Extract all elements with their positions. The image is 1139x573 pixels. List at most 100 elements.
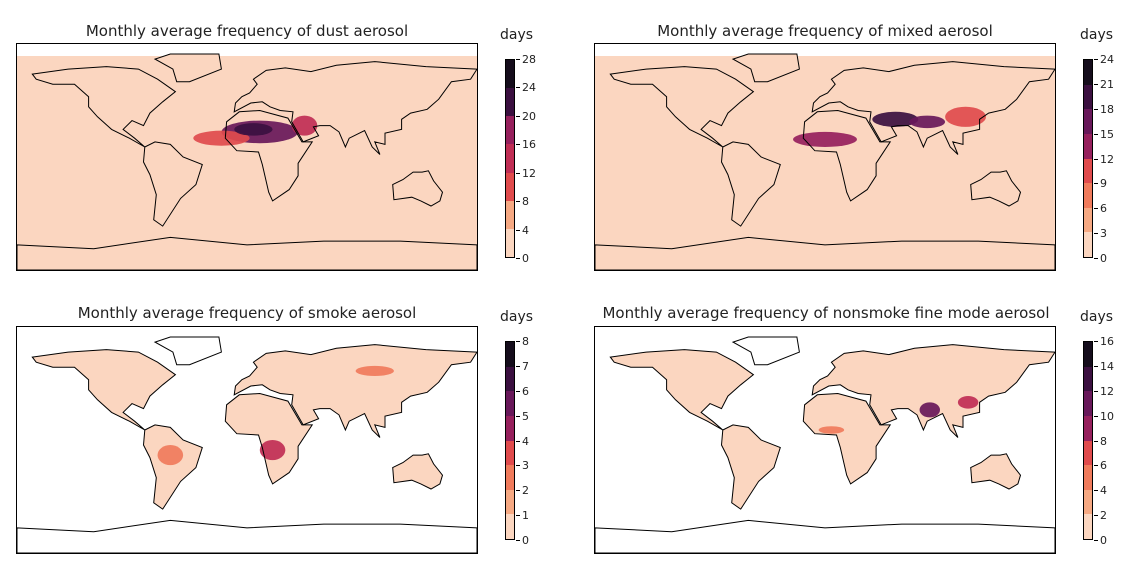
colorbar-segment xyxy=(506,144,514,173)
land-eurasia xyxy=(812,61,1055,155)
plume-3 xyxy=(945,106,986,127)
colorbar-segment xyxy=(506,88,514,117)
colorbar-segment xyxy=(506,391,514,416)
colorbar-segment xyxy=(1084,232,1092,257)
colorbar-tick-label: 7 xyxy=(516,359,529,373)
land-greenland xyxy=(155,54,222,82)
colorbar-tick-label: 12 xyxy=(516,166,536,180)
coastline-africa xyxy=(224,109,314,202)
panel-title-mixed: Monthly average frequency of mixed aeros… xyxy=(657,22,993,40)
coastline-africa xyxy=(224,392,314,485)
coastline-south-america xyxy=(142,141,203,227)
land-antarctica xyxy=(17,237,477,270)
colorbar-segment xyxy=(1084,440,1092,466)
plume-3 xyxy=(234,123,273,136)
plume-1 xyxy=(157,445,184,466)
colorbar-tick-label: 4 xyxy=(516,223,529,237)
coastline-eurasia xyxy=(233,61,477,155)
colorbar-tick-label: 5 xyxy=(516,409,529,423)
colorbar-tick-label: 24 xyxy=(516,81,536,95)
colorbar-tick-label: 4 xyxy=(516,434,529,448)
land-south-america xyxy=(721,424,781,510)
colorbar-segment xyxy=(1084,158,1092,184)
plume-1 xyxy=(872,111,919,127)
colorbar-segment xyxy=(1084,366,1092,392)
land-north-america xyxy=(32,66,176,147)
colorbar-tick-label: 6 xyxy=(516,384,529,398)
land-eurasia xyxy=(234,344,477,438)
colorbar-segment xyxy=(1084,60,1092,85)
colorbar-segment xyxy=(506,489,514,515)
land-australia xyxy=(392,170,443,206)
colorbar-segment xyxy=(1084,391,1092,416)
colorbar-segment xyxy=(1084,415,1092,441)
land-australia xyxy=(970,170,1021,206)
colorbar-segment xyxy=(1084,489,1092,515)
plume-2 xyxy=(355,365,394,376)
colorbar-tick-label: 0 xyxy=(516,252,529,265)
plume-0 xyxy=(259,440,286,461)
land-antarctica xyxy=(595,520,1055,553)
plume-2 xyxy=(291,115,318,136)
colorbar-label-dust: days xyxy=(500,27,534,43)
land-south-america xyxy=(721,141,781,227)
colorbar-segment xyxy=(506,514,514,539)
coastline-antarctica xyxy=(17,519,477,553)
coastline-greenland xyxy=(731,336,800,366)
colorbar-nonsmoke-fine xyxy=(1083,341,1093,540)
coastline-australia xyxy=(970,453,1022,490)
colorbar-segment xyxy=(1084,133,1092,159)
coastline-australia xyxy=(392,170,444,207)
colorbar-tick-label: 16 xyxy=(1094,335,1114,348)
coastline-greenland xyxy=(731,53,800,83)
colorbar-segment xyxy=(506,465,514,490)
colorbar-tick-label: 6 xyxy=(1094,202,1107,216)
land-north-america xyxy=(610,66,754,147)
colorbar-segment xyxy=(1084,207,1092,233)
map-svg-smoke xyxy=(17,336,477,553)
colorbar-segment xyxy=(1084,109,1092,134)
map-svg-dust xyxy=(17,53,477,270)
colorbar-segment xyxy=(506,415,514,441)
coastline-greenland xyxy=(153,53,222,83)
coastline-eurasia xyxy=(811,61,1055,155)
panel-title-dust: Monthly average frequency of dust aeroso… xyxy=(85,22,409,40)
colorbar-tick-label: 9 xyxy=(1094,177,1107,191)
coastline-north-america xyxy=(31,349,177,431)
colorbar-segment xyxy=(1084,84,1092,110)
land-africa xyxy=(225,393,313,484)
colorbar-tick-label: 10 xyxy=(1094,409,1114,423)
land-eurasia xyxy=(812,344,1055,438)
map-smoke xyxy=(16,326,478,554)
colorbar-tick-label: 28 xyxy=(516,53,536,66)
land-north-america xyxy=(32,349,176,430)
land-africa xyxy=(803,393,891,484)
colorbar-tick-label: 24 xyxy=(1094,53,1114,66)
colorbar-tick-label: 1 xyxy=(516,509,529,523)
land-greenland xyxy=(155,337,222,365)
plume-2 xyxy=(818,426,845,434)
coastline-antarctica xyxy=(595,519,1055,553)
coastline-greenland xyxy=(153,336,222,366)
land-south-america xyxy=(143,141,203,227)
colorbar-mixed xyxy=(1083,59,1093,258)
colorbar-tick-label: 8 xyxy=(516,195,529,209)
coastline-north-america xyxy=(31,66,177,148)
map-nonsmoke-fine xyxy=(594,326,1056,554)
colorbar-tick-label: 14 xyxy=(1094,359,1114,373)
plume-0 xyxy=(919,402,940,418)
coastline-antarctica xyxy=(595,236,1055,270)
colorbar-smoke xyxy=(505,341,515,540)
panel-title-nonsmoke-fine: Monthly average frequency of nonsmoke fi… xyxy=(602,304,1050,322)
coastline-south-america xyxy=(720,424,781,510)
land-antarctica xyxy=(17,520,477,553)
colorbar-segment xyxy=(506,366,514,392)
colorbar-tick-label: 3 xyxy=(1094,227,1107,241)
colorbar-segment xyxy=(506,440,514,466)
colorbar-segment xyxy=(506,228,514,257)
colorbar-segment xyxy=(506,172,514,201)
plume-1 xyxy=(193,130,250,146)
coastline-antarctica xyxy=(17,236,477,270)
panel-title-smoke: Monthly average frequency of smoke aeros… xyxy=(77,304,417,322)
coastline-north-america xyxy=(609,66,755,148)
